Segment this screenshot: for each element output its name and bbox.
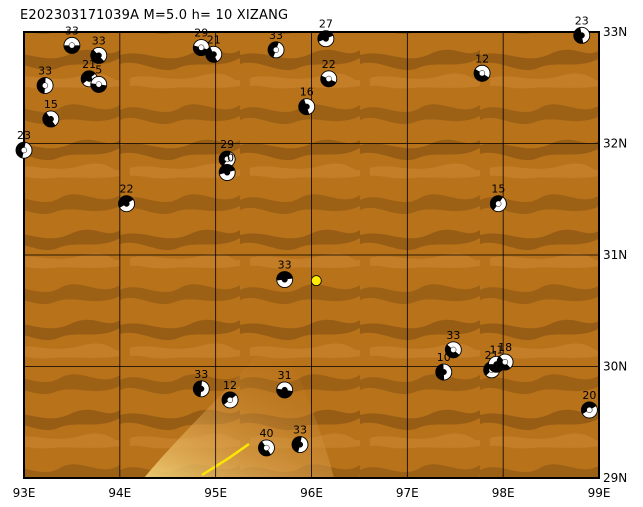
focal-mechanism-beachball: 10 [218, 151, 236, 181]
depth-label: 12 [223, 379, 237, 392]
depth-label: 10 [437, 351, 451, 364]
depth-label: 23 [17, 129, 31, 142]
longitude-tick-label: 96E [300, 486, 323, 500]
depth-label: 20 [582, 389, 596, 402]
focal-mechanism-beachball: 33 [63, 24, 81, 54]
longitude-tick-label: 97E [396, 486, 419, 500]
depth-label: 33 [293, 424, 307, 437]
longitude-tick-label: 95E [204, 486, 227, 500]
depth-label: 11 [489, 343, 503, 356]
depth-label: 33 [38, 65, 52, 78]
depth-label: 33 [446, 329, 460, 342]
depth-label: 18 [498, 341, 512, 354]
depth-label: 33 [269, 29, 283, 42]
depth-label: 15 [44, 98, 58, 111]
focal-mechanism-beachball: 27 [317, 18, 335, 48]
focal-mechanism-beachball: 33 [90, 34, 108, 64]
depth-label: 29 [220, 138, 234, 151]
focal-mechanism-beachball: 29 [192, 27, 210, 57]
focal-mechanism-beachball: 21 [205, 33, 223, 63]
longitude-tick-label: 94E [108, 486, 131, 500]
depth-label: 23 [575, 14, 589, 27]
focal-mechanism-beachball: 33 [444, 329, 462, 359]
focal-mechanism-beachball: 22 [118, 183, 135, 213]
depth-label: 5 [95, 63, 102, 76]
longitude-tick-label: 93E [13, 486, 36, 500]
focal-mechanism-beachball: 10 [435, 351, 453, 381]
latitude-tick-label: 31N [603, 248, 627, 262]
depth-label: 33 [278, 259, 292, 272]
depth-label: 12 [475, 52, 489, 65]
focal-mechanism-beachball: 22 [320, 58, 338, 88]
depth-label: 22 [120, 183, 134, 196]
depth-label: 27 [319, 18, 333, 31]
longitude-tick-label: 98E [492, 486, 515, 500]
focal-mechanism-beachball: 15 [489, 183, 507, 213]
focal-mechanism-beachball: 23 [15, 129, 33, 159]
depth-label: 21 [82, 58, 96, 71]
depth-label: 15 [491, 183, 505, 196]
latitude-tick-label: 29N [603, 471, 627, 485]
depth-label: 21 [207, 33, 221, 46]
depth-label: 40 [259, 427, 273, 440]
focal-mechanism-beachball: 40 [258, 427, 275, 457]
focal-mechanism-beachball: 16 [298, 86, 316, 116]
depth-label: 31 [278, 369, 292, 382]
focal-mechanism-beachball: 5 [90, 63, 108, 93]
longitude-labels: 93E 94E 95E 96E 97E 98E 99E [13, 486, 611, 500]
focal-mechanism-beachball: 23 [573, 14, 591, 44]
focal-mechanism-beachball: 33 [36, 65, 54, 94]
longitude-tick-label: 99E [588, 486, 611, 500]
depth-label: 33 [92, 34, 106, 47]
focal-mechanism-beachball: 31 [276, 369, 294, 399]
latitude-tick-label: 32N [603, 137, 627, 151]
depth-label: 16 [300, 86, 314, 99]
focal-mechanism-beachball: 33 [276, 259, 294, 288]
epicenter-marker [310, 275, 322, 287]
focal-mechanism-beachball: 15 [42, 98, 60, 128]
event-title: E202303171039A M=5.0 h= 10 XIZANG [20, 8, 289, 23]
map-frame [23, 31, 600, 479]
depth-label: 10 [220, 151, 234, 164]
latitude-tick-label: 33N [603, 25, 627, 39]
focal-mechanism-beachball: 20 [580, 389, 598, 419]
focal-mechanism-beachball: 33 [192, 368, 210, 398]
depth-label: 29 [194, 27, 208, 40]
depth-label: 33 [194, 368, 208, 381]
focal-mechanism-beachball: 33 [291, 424, 309, 453]
depth-label: 22 [322, 58, 336, 71]
depth-label: 33 [65, 24, 79, 37]
focal-mechanism-beachball: 18 [496, 341, 514, 371]
latitude-tick-label: 30N [603, 360, 627, 374]
focal-mechanism-beachball: 33 [267, 29, 285, 59]
focal-mechanism-beachball: 12 [473, 52, 491, 82]
latitude-labels: 29N 30N 31N 32N 33N [603, 25, 627, 485]
focal-mechanism-beachball: 12 [221, 379, 239, 409]
